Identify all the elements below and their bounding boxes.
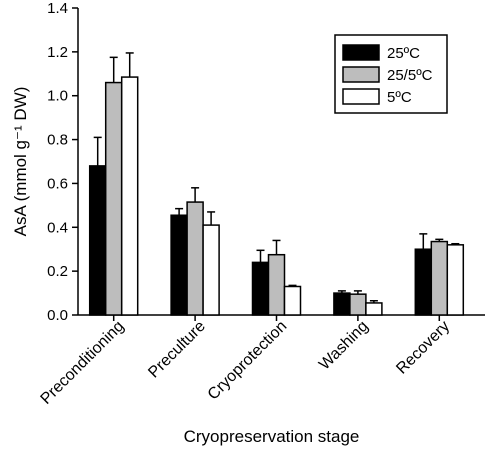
bar bbox=[283, 285, 302, 316]
y-tick-label: 0.6 bbox=[47, 175, 68, 192]
legend-swatch bbox=[342, 44, 380, 61]
bar bbox=[365, 302, 383, 316]
bar bbox=[186, 201, 204, 316]
y-tick-label: 1.2 bbox=[47, 44, 68, 61]
bar bbox=[446, 244, 465, 316]
x-tick-label: Preculture bbox=[145, 318, 209, 382]
bar bbox=[333, 292, 351, 316]
legend-label: 25/5ºC bbox=[387, 67, 433, 84]
bar bbox=[88, 165, 107, 316]
legend-swatch bbox=[342, 66, 380, 83]
x-tick-label: Cryoprotection bbox=[205, 318, 291, 404]
x-axis-title: Cryopreservation stage bbox=[184, 427, 360, 446]
legend-label: 5ºC bbox=[387, 89, 412, 106]
bar bbox=[170, 214, 188, 316]
bar bbox=[414, 248, 433, 316]
y-tick-label: 0.2 bbox=[47, 263, 68, 280]
bar bbox=[430, 240, 449, 316]
bar bbox=[251, 261, 270, 316]
x-tick-label: Preconditioning bbox=[38, 318, 128, 408]
bars bbox=[88, 52, 465, 316]
bar bbox=[267, 253, 286, 316]
y-tick-label: 1.0 bbox=[47, 88, 68, 105]
bar bbox=[104, 81, 123, 316]
legend-label: 25ºC bbox=[387, 45, 420, 62]
y-axis-title: AsA (mmol g⁻¹ DW) bbox=[11, 87, 30, 237]
bar bbox=[120, 76, 139, 316]
x-tick-label: Recovery bbox=[393, 318, 453, 378]
y-tick-label: 0.0 bbox=[47, 307, 68, 324]
y-tick-label: 1.4 bbox=[47, 0, 68, 17]
bar bbox=[349, 293, 367, 316]
x-tick-label: Washing bbox=[316, 318, 372, 374]
y-tick-label: 0.4 bbox=[47, 219, 68, 236]
legend-swatch bbox=[342, 88, 380, 105]
legend: 25ºC 25/5ºC 5ºC bbox=[334, 34, 448, 114]
y-tick-label: 0.8 bbox=[47, 132, 68, 149]
bar bbox=[202, 224, 220, 316]
